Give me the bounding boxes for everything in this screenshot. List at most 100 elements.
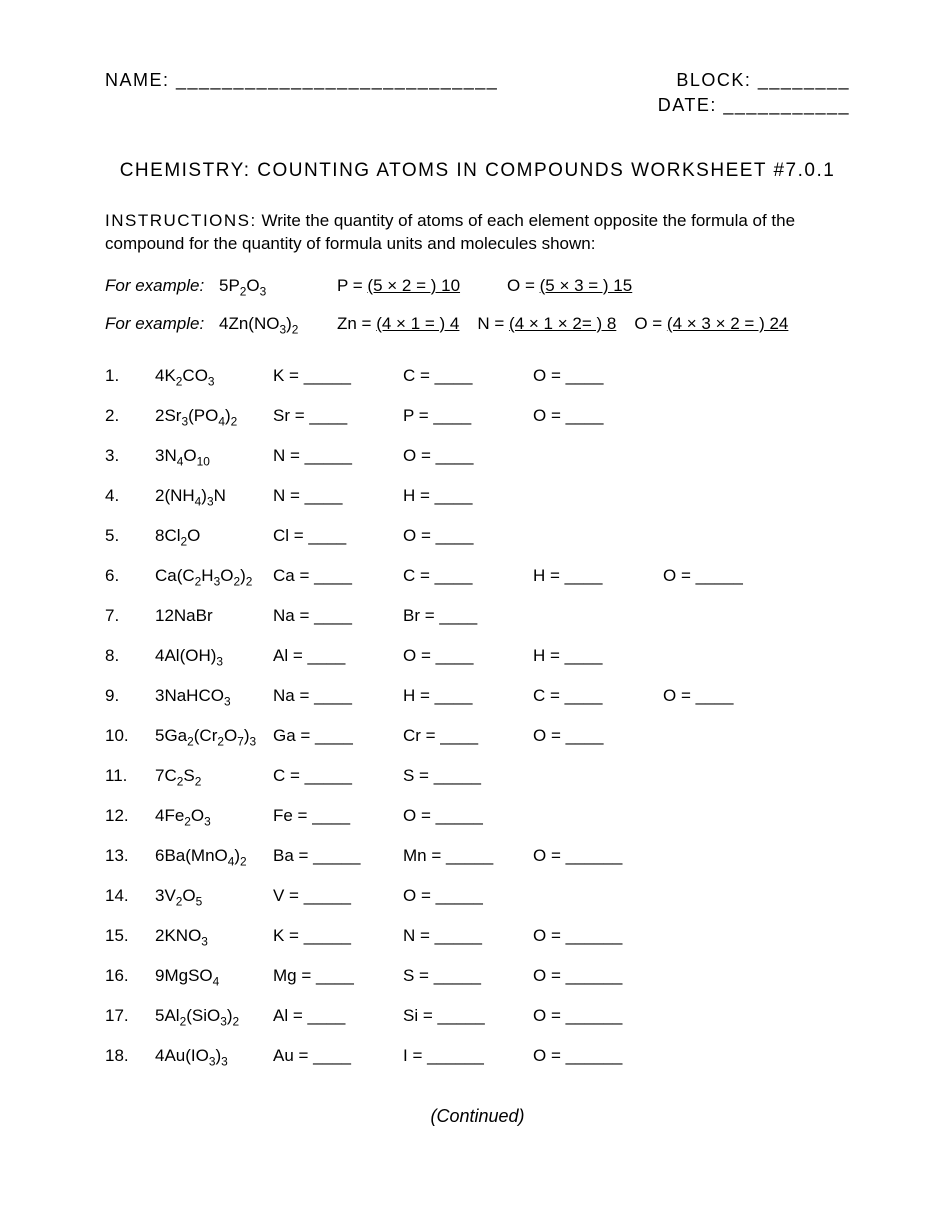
problem-number: 3. [105,446,155,466]
problem-formula: Ca(C2H3O2)2 [155,566,273,586]
continued-label: (Continued) [105,1106,850,1127]
problem-row: 5.8Cl2OCl = ____O = ____ [105,516,850,556]
problem-row: 1.4K2CO3K = _____C = ____O = ____ [105,356,850,396]
answer-blank: O = ______ [533,846,663,866]
problem-number: 9. [105,686,155,706]
answer-blank: Ga = ____ [273,726,403,746]
answer-blank: C = ____ [403,566,533,586]
problem-row: 3.3N4O10N = _____O = ____ [105,436,850,476]
answer-blank: Mn = _____ [403,846,533,866]
answer-blank: Na = ____ [273,686,403,706]
problem-formula: 4Al(OH)3 [155,646,273,666]
block-field: BLOCK: ________ [658,70,850,91]
answer-blank: O = ______ [533,966,663,986]
answer-blank: O = ____ [533,366,663,386]
answer-blank: Ba = _____ [273,846,403,866]
problem-row: 8.4Al(OH)3Al = ____O = ____H = ____ [105,636,850,676]
worksheet-title: CHEMISTRY: COUNTING ATOMS IN COMPOUNDS W… [105,160,850,182]
problem-row: 12.4Fe2O3Fe = ____O = _____ [105,796,850,836]
problem-number: 7. [105,606,155,626]
example-answer: N = (4 × 1 × 2= ) 8 [477,314,616,334]
example-row-1: For example: 5P2O3 P = (5 × 2 = ) 10 O =… [105,276,850,296]
problem-number: 14. [105,886,155,906]
answer-blank: P = ____ [403,406,533,426]
problem-number: 13. [105,846,155,866]
answer-blank: N = ____ [273,486,403,506]
answer-blank: S = _____ [403,966,533,986]
problem-formula: 12NaBr [155,606,273,626]
answer-blank: H = ____ [533,646,663,666]
problem-number: 4. [105,486,155,506]
problem-formula: 4K2CO3 [155,366,273,386]
problem-number: 11. [105,766,155,786]
problem-formula: 9MgSO4 [155,966,273,986]
answer-blank: O = ______ [533,1006,663,1026]
answer-blank: H = ____ [403,486,533,506]
example-answer: O = (5 × 3 = ) 15 [507,276,632,296]
problem-formula: 5Al2(SiO3)2 [155,1006,273,1026]
problem-formula: 2Sr3(PO4)2 [155,406,273,426]
answer-blank: O = _____ [403,806,533,826]
answer-blank: Cl = ____ [273,526,403,546]
problem-number: 2. [105,406,155,426]
problem-formula: 7C2S2 [155,766,273,786]
problem-number: 10. [105,726,155,746]
problem-formula: 2(NH4)3N [155,486,273,506]
name-field: NAME: ____________________________ [105,70,498,120]
answer-blank: K = _____ [273,926,403,946]
answer-blank: Fe = ____ [273,806,403,826]
problem-row: 18.4Au(IO3)3Au = ____I = ______O = _____… [105,1036,850,1076]
answer-blank: O = ____ [403,446,533,466]
answer-blank: K = _____ [273,366,403,386]
answer-blank: O = _____ [663,566,793,586]
problem-formula: 6Ba(MnO4)2 [155,846,273,866]
problem-formula: 2KNO3 [155,926,273,946]
answer-blank: C = ____ [533,686,663,706]
problem-row: 16.9MgSO4Mg = ____S = _____O = ______ [105,956,850,996]
answer-blank: N = _____ [403,926,533,946]
answer-blank: O = ____ [403,526,533,546]
answer-blank: S = _____ [403,766,533,786]
example-row-2: For example: 4Zn(NO3)2 Zn = (4 × 1 = ) 4… [105,314,850,334]
answer-blank: H = ____ [533,566,663,586]
problem-row: 11.7C2S2C = _____S = _____ [105,756,850,796]
problem-number: 15. [105,926,155,946]
problem-row: 13.6Ba(MnO4)2Ba = _____Mn = _____O = ___… [105,836,850,876]
worksheet-page: NAME: ____________________________ BLOCK… [0,0,950,1230]
answer-blank: C = ____ [403,366,533,386]
example-answer: P = (5 × 2 = ) 10 [337,276,507,296]
answer-blank: O = _____ [403,886,533,906]
problem-row: 17.5Al2(SiO3)2Al = ____Si = _____O = ___… [105,996,850,1036]
answer-blank: O = ____ [533,406,663,426]
answer-blank: H = ____ [403,686,533,706]
header-right: BLOCK: ________ DATE: ___________ [658,70,850,120]
problem-number: 18. [105,1046,155,1066]
problem-row: 10.5Ga2(Cr2O7)3Ga = ____Cr = ____O = ___… [105,716,850,756]
header-row: NAME: ____________________________ BLOCK… [105,70,850,120]
answer-blank: Ca = ____ [273,566,403,586]
answer-blank: Al = ____ [273,1006,403,1026]
answer-blank: O = ______ [533,926,663,946]
problem-number: 5. [105,526,155,546]
problem-number: 16. [105,966,155,986]
answer-blank: V = _____ [273,886,403,906]
problem-row: 14.3V2O5V = _____O = _____ [105,876,850,916]
problem-formula: 5Ga2(Cr2O7)3 [155,726,273,746]
answer-blank: Au = ____ [273,1046,403,1066]
problem-formula: 3V2O5 [155,886,273,906]
problem-number: 6. [105,566,155,586]
problem-formula: 4Fe2O3 [155,806,273,826]
example-formula: 5P2O3 [219,276,337,296]
problem-row: 15.2KNO3K = _____N = _____O = ______ [105,916,850,956]
instructions: INSTRUCTIONS: Write the quantity of atom… [105,210,850,256]
problem-formula: 3NaHCO3 [155,686,273,706]
answer-blank: Br = ____ [403,606,533,626]
problem-row: 7.12NaBrNa = ____Br = ____ [105,596,850,636]
answer-blank: C = _____ [273,766,403,786]
answer-blank: O = ____ [663,686,793,706]
problem-formula: 8Cl2O [155,526,273,546]
example-answer: O = (4 × 3 × 2 = ) 24 [634,314,788,334]
problems-list: 1.4K2CO3K = _____C = ____O = ____ 2.2Sr3(… [105,356,850,1076]
example-label: For example: [105,276,219,296]
problem-number: 8. [105,646,155,666]
